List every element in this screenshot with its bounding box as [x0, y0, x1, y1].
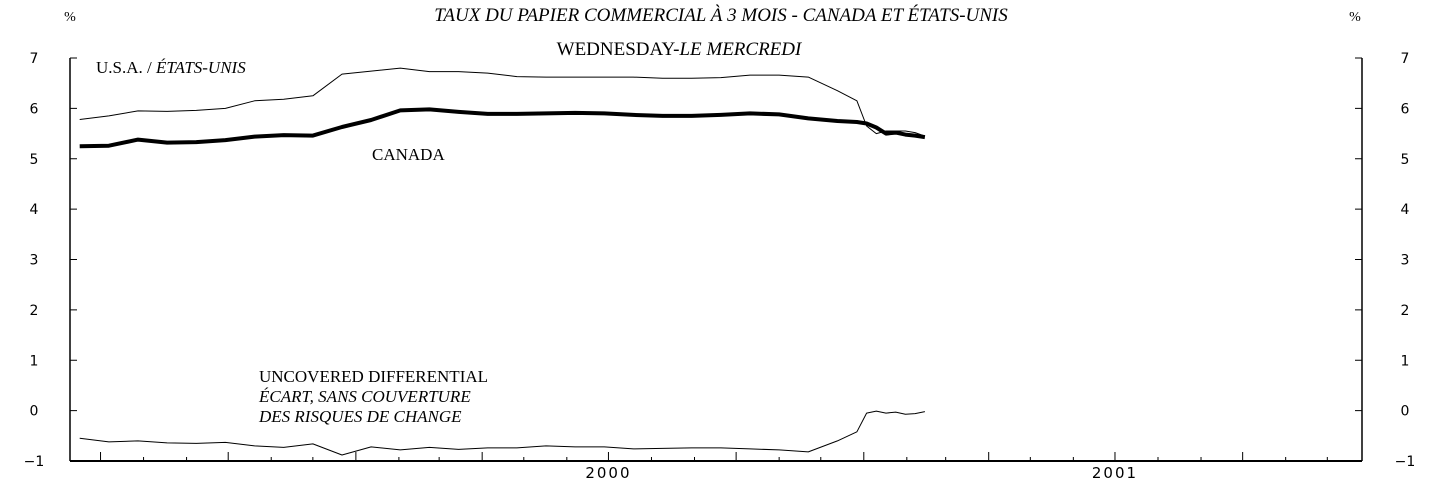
- subtitle-fr: LE MERCREDI: [678, 39, 803, 60]
- y-tick-label-right: 3: [1401, 253, 1410, 269]
- y-tick-label-right: 5: [1401, 152, 1410, 168]
- y-tick-label-right: −1: [1395, 454, 1416, 470]
- y-tick-label-right: 0: [1401, 404, 1410, 420]
- y-tick-label-left: 4: [30, 202, 39, 218]
- annotation-usa: U.S.A. / ÉTATS-UNIS: [96, 58, 246, 77]
- y-ticks: [70, 57, 1362, 462]
- y-unit-right: %: [1349, 10, 1361, 25]
- y-tick-label-left: 3: [30, 253, 39, 269]
- x-tick-label: 2000: [585, 464, 631, 482]
- y-tick-label-left: 5: [30, 152, 39, 168]
- x-tick-label: 2001: [1092, 464, 1138, 482]
- y-tick-label-right: 2: [1401, 303, 1410, 319]
- annotation-usa-en: U.S.A. /: [96, 58, 156, 77]
- y-tick-label-left: 6: [30, 101, 39, 117]
- y-tick-labels-left: −1 0 1 2 3 4 5 6 7: [24, 51, 45, 470]
- y-unit-left: %: [64, 10, 76, 25]
- subtitle-en: WEDNESDAY-: [557, 39, 680, 60]
- series-line-canada: [79, 107, 926, 149]
- y-tick-label-right: 7: [1401, 51, 1410, 67]
- y-tick-label-left: 7: [30, 51, 39, 67]
- y-tick-labels-right: −1 0 1 2 3 4 5 6 7: [1395, 51, 1416, 470]
- y-tick-label-left: 1: [30, 353, 39, 369]
- y-tick-label-left: 0: [30, 404, 39, 420]
- y-tick-label-left: −1: [24, 454, 45, 470]
- series-line-differential: [79, 410, 926, 456]
- series-layer: [79, 67, 926, 456]
- y-tick-label-right: 4: [1401, 202, 1410, 218]
- y-tick-label-right: 1: [1401, 353, 1410, 369]
- series-line-usa: [79, 67, 926, 137]
- chart-subtitle: WEDNESDAY-LE MERCREDI: [557, 39, 803, 60]
- annotation-usa-fr: ÉTATS-UNIS: [155, 58, 246, 77]
- x-tick-labels: 2000 2001: [585, 464, 1138, 482]
- chart-title: TAUX DU PAPIER COMMERCIAL À 3 MOIS - CAN…: [434, 4, 1008, 26]
- annotation-diff-en: UNCOVERED DIFFERENTIAL: [259, 367, 488, 386]
- annotation-canada: CANADA: [372, 145, 445, 164]
- y-tick-label-left: 2: [30, 303, 39, 319]
- x-ticks: [100, 452, 1328, 461]
- annotation-diff-fr-2: DES RISQUES DE CHANGE: [258, 407, 462, 426]
- annotation-diff-fr-1: ÉCART, SANS COUVERTURE: [258, 387, 471, 406]
- y-tick-label-right: 6: [1401, 101, 1410, 117]
